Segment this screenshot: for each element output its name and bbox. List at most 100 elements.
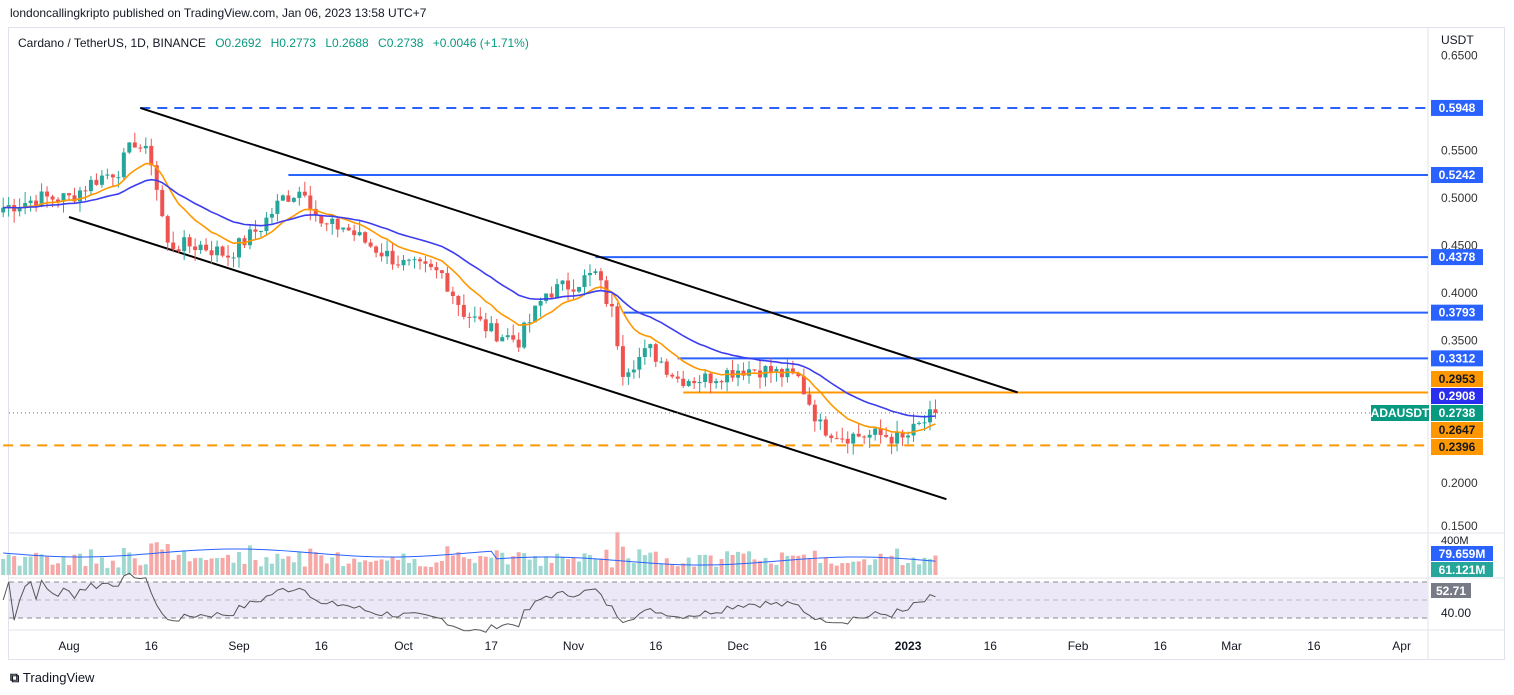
volume-bar xyxy=(472,562,477,575)
candle-body xyxy=(56,199,61,202)
candle-body xyxy=(187,237,192,247)
candle-body xyxy=(237,238,242,258)
volume-bar xyxy=(845,563,850,575)
candle-body xyxy=(505,335,510,338)
x-tick-label: 16 xyxy=(1307,639,1321,653)
volume-bar xyxy=(533,555,538,575)
candle-body xyxy=(703,373,708,382)
volume-bar xyxy=(829,563,834,575)
volume-bar xyxy=(692,566,697,575)
volume-bar xyxy=(23,556,28,575)
candle-body xyxy=(538,301,543,306)
candle-body xyxy=(368,242,373,247)
candle-body xyxy=(105,174,110,176)
candle-body xyxy=(653,344,658,362)
volume-bar xyxy=(341,566,346,575)
y-tick-label: 0.2000 xyxy=(1441,476,1478,490)
tradingview-logo[interactable]: ⧉ TradingView xyxy=(10,670,95,685)
channel-line xyxy=(139,106,1019,394)
volume-bar xyxy=(686,557,691,575)
candle-body xyxy=(193,246,198,251)
candle-body xyxy=(483,319,488,332)
volume-bar xyxy=(560,556,565,575)
x-tick-label: 16 xyxy=(649,639,663,653)
volume-bar xyxy=(867,564,872,575)
volume-bar xyxy=(61,556,66,575)
candle-body xyxy=(626,372,631,377)
candle-body xyxy=(401,259,406,266)
volume-bar xyxy=(922,557,927,575)
symbol-tag-label: ADAUSDT xyxy=(1371,406,1430,420)
candle-body xyxy=(582,275,587,288)
candle-body xyxy=(385,250,390,257)
volume-bar xyxy=(308,548,313,575)
candle-body xyxy=(110,174,115,178)
volume-bar xyxy=(226,554,231,575)
volume-bar xyxy=(796,555,801,575)
candle-body xyxy=(675,376,680,379)
candle-body xyxy=(286,195,291,202)
candle-body xyxy=(648,344,653,349)
candle-body xyxy=(527,322,532,324)
price-level-tag-label: 0.2396 xyxy=(1439,440,1476,454)
volume-bar xyxy=(445,546,450,575)
candle-body xyxy=(862,436,867,438)
volume-bar xyxy=(856,561,861,575)
volume-bar xyxy=(72,554,77,575)
volume-bar xyxy=(659,563,664,575)
volume-scale-label: 400M xyxy=(1441,535,1469,547)
x-tick-label: Mar xyxy=(1221,639,1242,653)
symbol-name: Cardano / TetherUS, 1D, BINANCE xyxy=(18,36,206,50)
volume-bar xyxy=(467,558,472,575)
volume-bar xyxy=(527,559,532,575)
volume-bar xyxy=(50,564,55,575)
volume-bar xyxy=(851,561,856,575)
price-level-tag xyxy=(1431,371,1483,387)
volume-bar xyxy=(193,558,198,575)
candle-body xyxy=(116,177,121,179)
volume-bar xyxy=(390,556,395,575)
candle-body xyxy=(615,306,620,347)
volume-bar xyxy=(56,563,61,575)
open-value: O0.2692 xyxy=(215,36,262,50)
candle-body xyxy=(708,373,713,384)
volume-bar xyxy=(878,553,883,575)
volume-bar xyxy=(456,552,461,575)
candle-body xyxy=(176,249,181,252)
symbol-tag xyxy=(1371,405,1429,421)
price-level-tag xyxy=(1431,304,1483,321)
volume-bar xyxy=(407,562,412,575)
candle-body xyxy=(302,191,307,196)
volume-bar xyxy=(489,557,494,575)
volume-bar xyxy=(873,559,878,575)
high-value: H0.2773 xyxy=(270,36,316,50)
volume-last-tag xyxy=(1431,562,1493,577)
candle-body xyxy=(774,368,779,373)
volume-bar xyxy=(818,562,823,575)
volume-bar xyxy=(330,557,335,575)
candle-body xyxy=(269,213,274,218)
price-level-tag-label: 0.4378 xyxy=(1439,250,1476,264)
candle-body xyxy=(911,423,916,436)
volume-bar xyxy=(352,558,357,575)
close-value: C0.2738 xyxy=(378,36,424,50)
volume-bar xyxy=(253,559,258,575)
candle-body xyxy=(253,229,258,232)
volume-bar xyxy=(6,554,11,575)
volume-bar xyxy=(648,552,653,575)
candle-body xyxy=(209,250,214,256)
candle-body xyxy=(587,272,592,276)
volume-bar xyxy=(237,552,242,575)
candle-body xyxy=(922,422,927,424)
volume-bar xyxy=(412,558,417,575)
volume-bar xyxy=(516,552,521,575)
candle-body xyxy=(242,238,247,246)
volume-bar xyxy=(149,543,154,575)
symbol-legend: Cardano / TetherUS, 1D, BINANCE O0.2692 … xyxy=(18,36,529,50)
volume-bar xyxy=(587,555,592,575)
volume-bar xyxy=(714,566,719,575)
price-level-tag-label: 0.5948 xyxy=(1439,101,1476,115)
candle-body xyxy=(396,264,401,266)
candle-body xyxy=(763,365,768,378)
